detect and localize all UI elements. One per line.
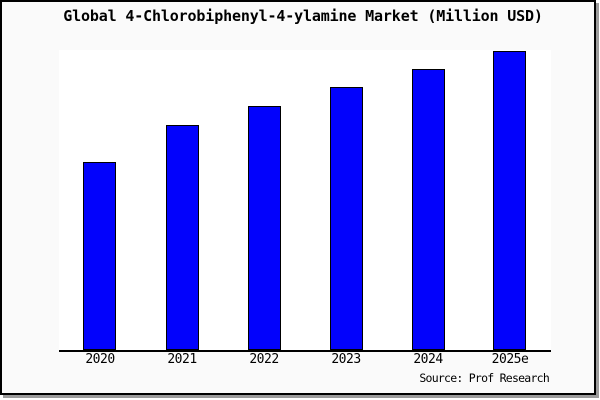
x-tick-label-2024: 2024 (413, 352, 443, 367)
x-tick-label-2025e: 2025e (491, 352, 529, 367)
bar-2022 (247, 106, 281, 350)
bar-2021 (165, 125, 199, 350)
bar-2024 (411, 69, 445, 350)
plot-area (59, 50, 551, 352)
source-note: Source: Prof Research (419, 371, 549, 385)
bar-2023 (329, 87, 363, 350)
x-tick-label-2022: 2022 (249, 352, 279, 367)
bar-2020 (83, 162, 117, 350)
x-axis-labels: 2020 2021 2022 2023 2024 2025e (59, 352, 551, 370)
x-tick-label-2021: 2021 (167, 352, 197, 367)
x-tick-label-2020: 2020 (85, 352, 115, 367)
bar-2025e (493, 51, 527, 350)
chart-title: Global 4-Chlorobiphenyl-4-ylamine Market… (63, 7, 543, 25)
x-tick-label-2023: 2023 (331, 352, 361, 367)
